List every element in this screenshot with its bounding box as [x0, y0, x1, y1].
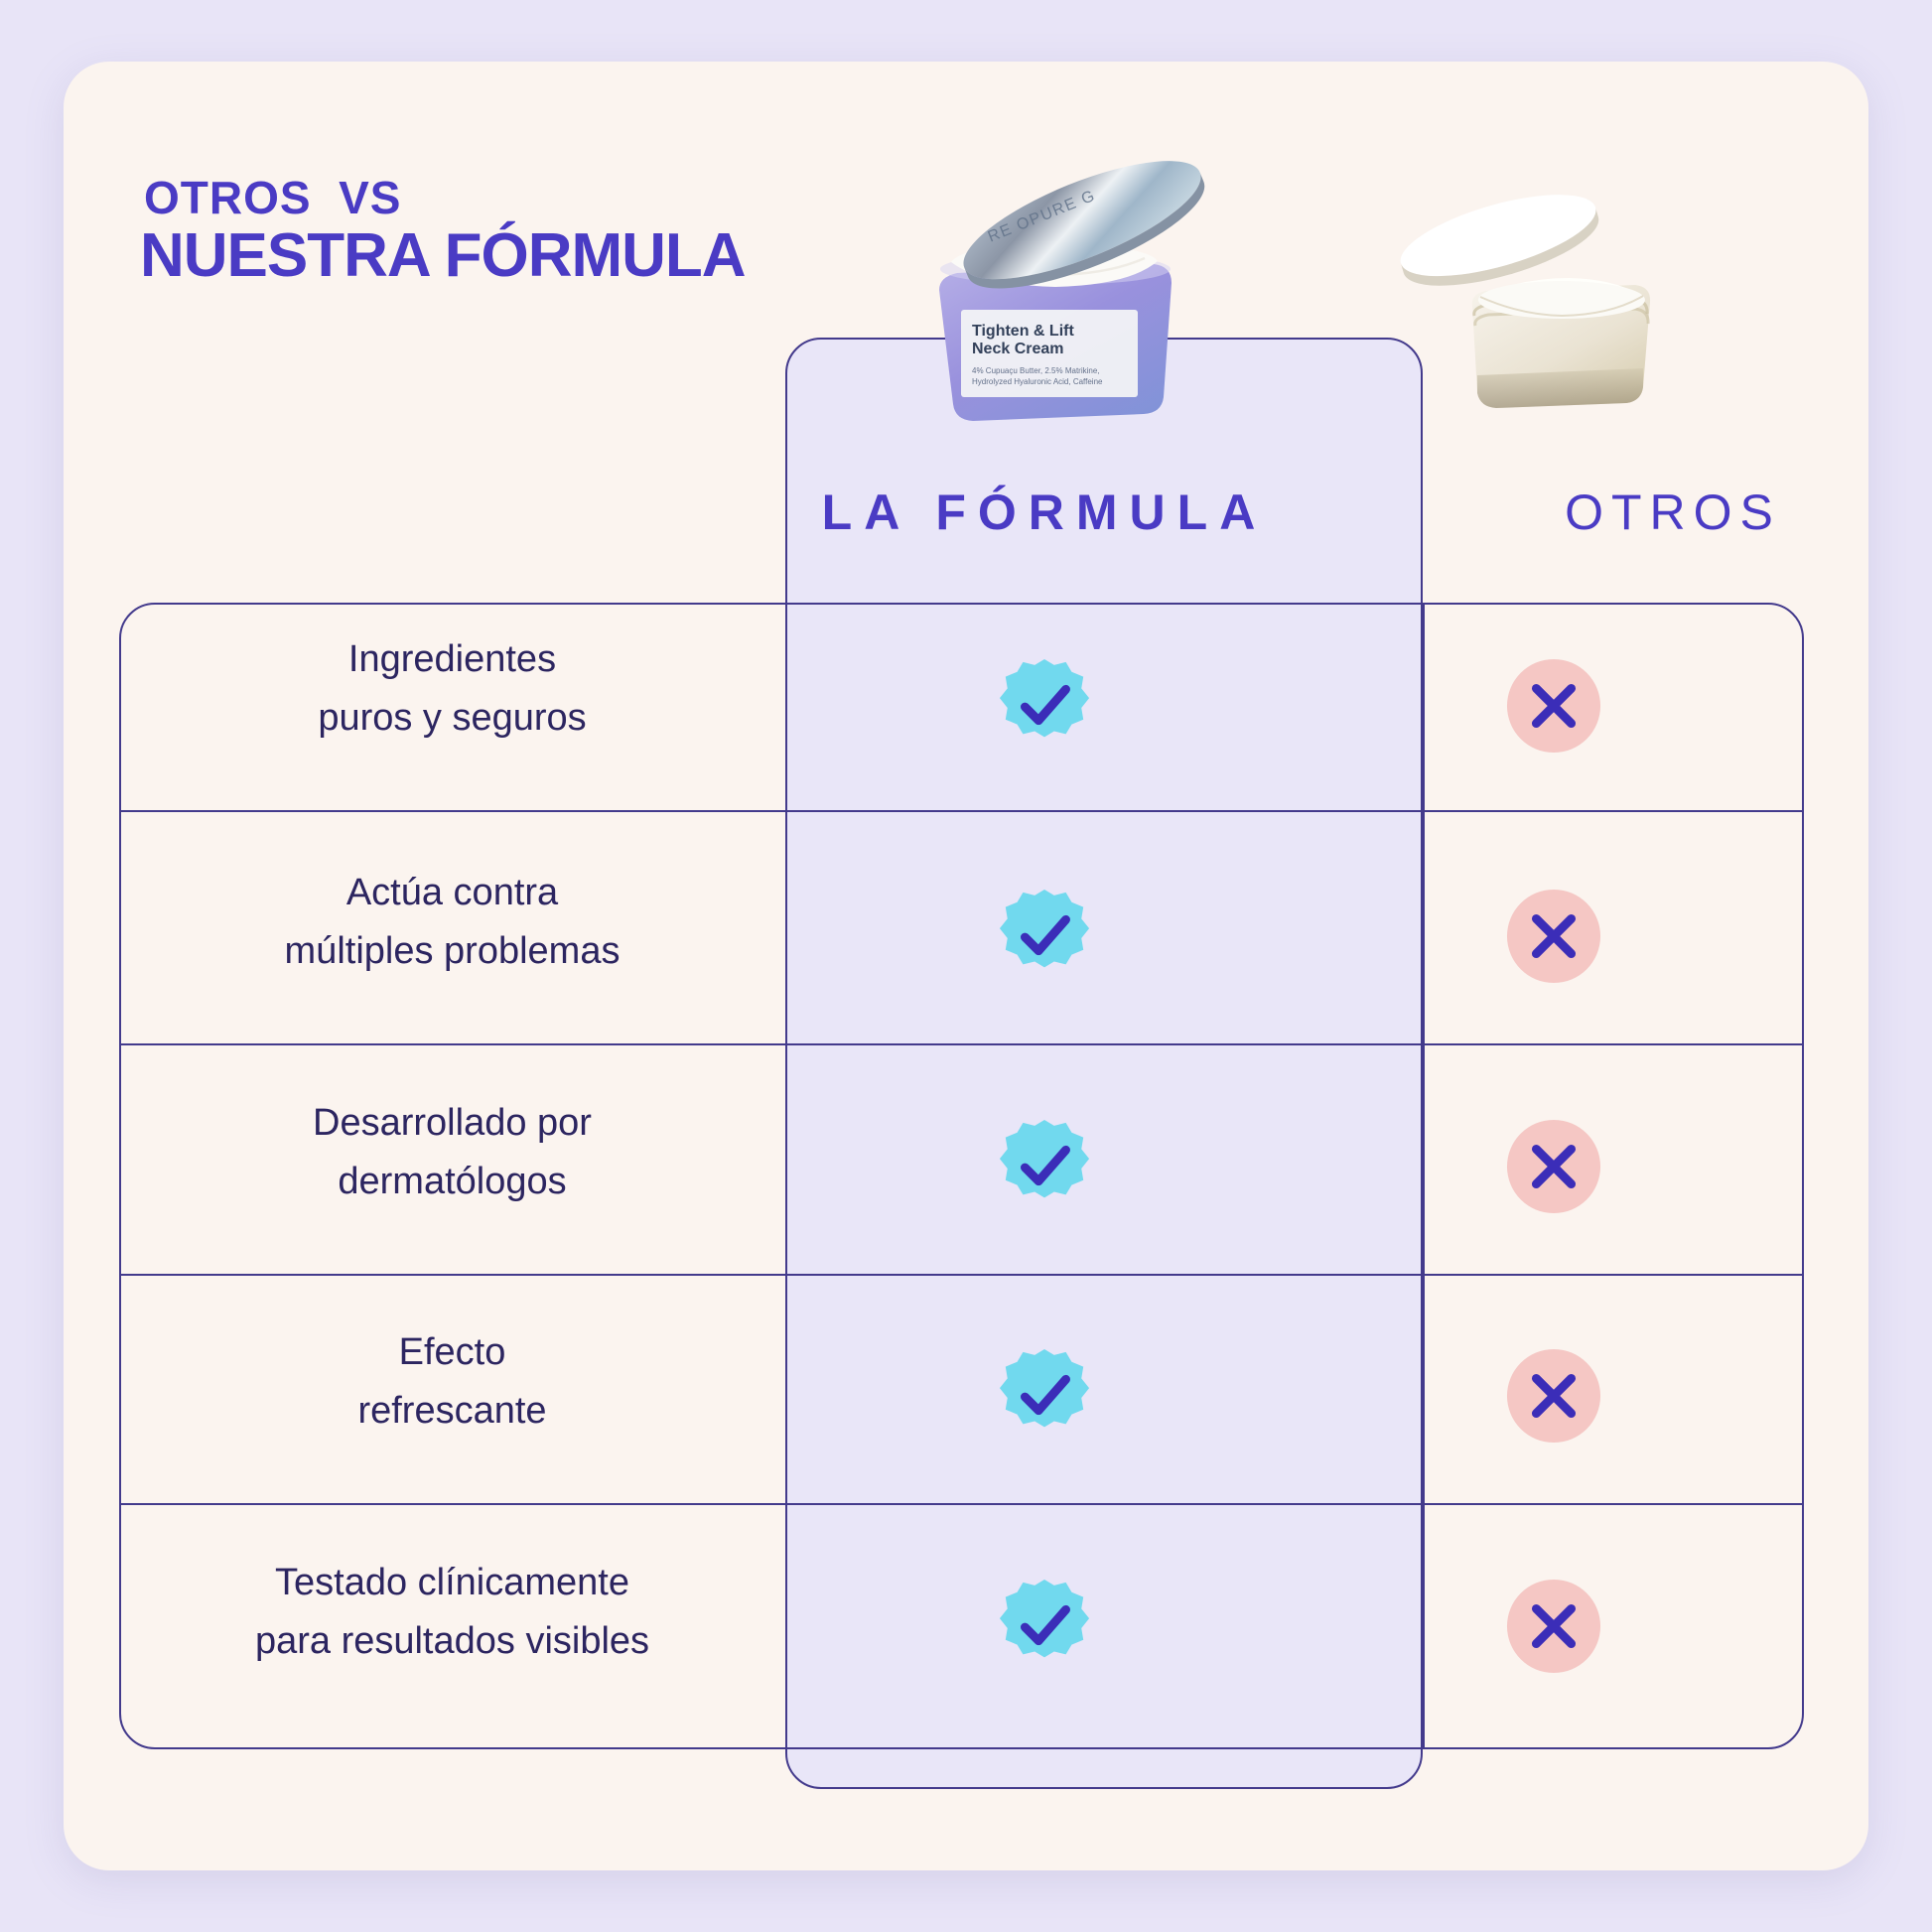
- svg-text:Hydrolyzed Hyaluronic Acid, Ca: Hydrolyzed Hyaluronic Acid, Caffeine: [972, 377, 1103, 386]
- svg-text:Neck Cream: Neck Cream: [972, 341, 1064, 357]
- svg-text:4% Cupuaçu Butter, 2.5% Matrik: 4% Cupuaçu Butter, 2.5% Matrikine,: [972, 366, 1100, 375]
- svg-text:Tighten & Lift: Tighten & Lift: [972, 323, 1074, 340]
